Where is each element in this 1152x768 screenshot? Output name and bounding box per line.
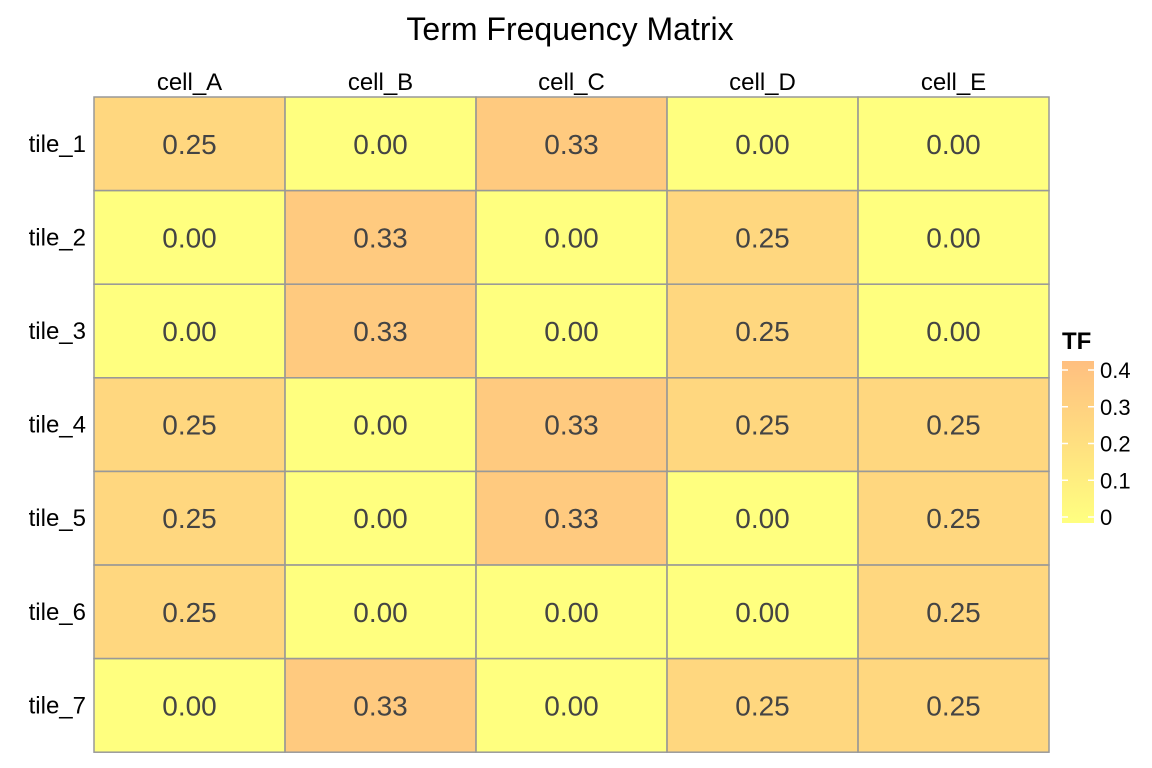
heatmap-cells: 0.25 0.00 0.33 0.00 0.00 0.00 0.33 0.00 0.25 0.00… bbox=[93, 96, 1050, 753]
heatmap-cell-tile_6-cell_E bbox=[857, 564, 1050, 660]
row-label-tile_5: tile_5 bbox=[29, 505, 86, 532]
column-label-cell_E: cell_E bbox=[921, 69, 986, 96]
heatmap-cell-tile_4-cell_E bbox=[857, 377, 1050, 473]
heatmap-cell-tile_4-cell_B bbox=[284, 377, 477, 473]
legend-tick-label-0.3: 0.3 bbox=[1100, 395, 1131, 420]
heatmap-cell-tile_7-cell_D bbox=[666, 657, 859, 753]
cell-value-tile_1-cell_C: 0.33 bbox=[544, 129, 599, 160]
legend-title: TF bbox=[1062, 328, 1091, 355]
heatmap-cell-tile_2-cell_E bbox=[857, 189, 1050, 285]
color-legend: TF 0 0.1 0.2 0.3 0.4 bbox=[1062, 328, 1131, 530]
legend-ticks: 0 0.1 0.2 0.3 0.4 bbox=[1062, 358, 1131, 530]
heatmap-cell-tile_4-cell_A bbox=[93, 377, 286, 473]
cell-value-tile_2-cell_C: 0.00 bbox=[544, 222, 599, 253]
cell-value-tile_5-cell_B: 0.00 bbox=[353, 503, 408, 534]
cell-value-tile_1-cell_D: 0.00 bbox=[735, 129, 790, 160]
heatmap-cell-tile_5-cell_E bbox=[857, 470, 1050, 566]
heatmap-cell-tile_6-cell_C bbox=[475, 564, 668, 660]
heatmap-cell-tile_5-cell_B bbox=[284, 470, 477, 566]
cell-value-tile_1-cell_A: 0.25 bbox=[162, 129, 217, 160]
heatmap-cell-tile_5-cell_A bbox=[93, 470, 286, 566]
heatmap-cell-tile_6-cell_D bbox=[666, 564, 859, 660]
heatmap-cell-tile_4-cell_D bbox=[666, 377, 859, 473]
column-label-cell_D: cell_D bbox=[729, 69, 796, 96]
row-label-tile_6: tile_6 bbox=[29, 599, 86, 626]
cell-value-tile_5-cell_E: 0.25 bbox=[926, 503, 981, 534]
cell-value-tile_1-cell_E: 0.00 bbox=[926, 129, 981, 160]
row-labels: tile_1 tile_2 tile_3 tile_4 tile_5 tile_6tile… bbox=[29, 131, 86, 720]
heatmap-cell-tile_1-cell_E bbox=[857, 96, 1050, 192]
heatmap-cell-tile_3-cell_E bbox=[857, 283, 1050, 379]
heatmap-cell-tile_3-cell_D bbox=[666, 283, 859, 379]
cell-value-tile_3-cell_A: 0.00 bbox=[162, 316, 217, 347]
legend-tick-label-0: 0 bbox=[1100, 505, 1112, 530]
heatmap-cell-tile_6-cell_B bbox=[284, 564, 477, 660]
cell-value-tile_3-cell_E: 0.00 bbox=[926, 316, 981, 347]
cell-value-tile_3-cell_B: 0.33 bbox=[353, 316, 408, 347]
cell-value-tile_7-cell_C: 0.00 bbox=[544, 690, 599, 721]
cell-value-tile_6-cell_C: 0.00 bbox=[544, 597, 599, 628]
cell-value-tile_7-cell_A: 0.00 bbox=[162, 690, 217, 721]
cell-value-tile_6-cell_E: 0.25 bbox=[926, 597, 981, 628]
cell-value-tile_2-cell_A: 0.00 bbox=[162, 222, 217, 253]
cell-value-tile_4-cell_C: 0.33 bbox=[544, 410, 599, 441]
heatmap-cell-tile_2-cell_C bbox=[475, 189, 668, 285]
cell-value-tile_5-cell_A: 0.25 bbox=[162, 503, 217, 534]
heatmap-cell-tile_3-cell_C bbox=[475, 283, 668, 379]
row-label-tile_2: tile_2 bbox=[29, 224, 86, 251]
column-label-cell_C: cell_C bbox=[538, 69, 605, 96]
cell-value-tile_7-cell_E: 0.25 bbox=[926, 690, 981, 721]
cell-value-tile_3-cell_C: 0.00 bbox=[544, 316, 599, 347]
cell-value-tile_6-cell_B: 0.00 bbox=[353, 597, 408, 628]
cell-value-tile_2-cell_D: 0.25 bbox=[735, 222, 790, 253]
legend-tick-label-0.2: 0.2 bbox=[1100, 432, 1131, 457]
cell-value-tile_7-cell_B: 0.33 bbox=[353, 690, 408, 721]
cell-value-tile_5-cell_C: 0.33 bbox=[544, 503, 599, 534]
cell-value-tile_4-cell_A: 0.25 bbox=[162, 410, 217, 441]
legend-color-bar bbox=[1062, 361, 1094, 523]
row-label-tile_1: tile_1 bbox=[29, 131, 86, 158]
heatmap-cell-tile_5-cell_C bbox=[475, 470, 668, 566]
cell-value-tile_6-cell_A: 0.25 bbox=[162, 597, 217, 628]
legend-tick-label-0.1: 0.1 bbox=[1100, 468, 1131, 493]
heatmap-cell-tile_7-cell_E bbox=[857, 657, 1050, 753]
cell-value-tile_4-cell_B: 0.00 bbox=[353, 410, 408, 441]
cell-value-tile_4-cell_D: 0.25 bbox=[735, 410, 790, 441]
cell-value-tile_6-cell_D: 0.00 bbox=[735, 597, 790, 628]
cell-value-tile_4-cell_E: 0.25 bbox=[926, 410, 981, 441]
row-label-tile_3: tile_3 bbox=[29, 318, 86, 345]
column-label-cell_B: cell_B bbox=[348, 69, 413, 96]
cell-value-tile_3-cell_D: 0.25 bbox=[735, 316, 790, 347]
cell-value-tile_1-cell_B: 0.00 bbox=[353, 129, 408, 160]
column-label-cell_A: cell_A bbox=[157, 69, 222, 96]
heatmap-cell-tile_7-cell_A bbox=[93, 657, 286, 753]
heatmap-cell-tile_1-cell_B bbox=[284, 96, 477, 192]
row-label-tile_4: tile_4 bbox=[29, 412, 86, 439]
heatmap-cell-tile_1-cell_C bbox=[475, 96, 668, 192]
chart-title: Term Frequency Matrix bbox=[406, 11, 733, 47]
legend-tick-label-0.4: 0.4 bbox=[1100, 358, 1131, 383]
heatmap-cell-tile_1-cell_D bbox=[666, 96, 859, 192]
cell-value-tile_7-cell_D: 0.25 bbox=[735, 690, 790, 721]
cell-value-tile_5-cell_D: 0.00 bbox=[735, 503, 790, 534]
column-labels: cell_A cell_B cell_C cell_D cell_E bbox=[157, 69, 986, 96]
cell-value-tile_2-cell_B: 0.33 bbox=[353, 222, 408, 253]
heatmap-cell-tile_2-cell_A bbox=[93, 189, 286, 285]
heatmap-cell-tile_3-cell_B bbox=[284, 283, 477, 379]
cell-value-tile_2-cell_E: 0.00 bbox=[926, 222, 981, 253]
row-label-tile_7: tile_7 bbox=[29, 692, 86, 719]
heatmap-cell-tile_1-cell_A bbox=[93, 96, 286, 192]
heatmap-cell-tile_4-cell_C bbox=[475, 377, 668, 473]
